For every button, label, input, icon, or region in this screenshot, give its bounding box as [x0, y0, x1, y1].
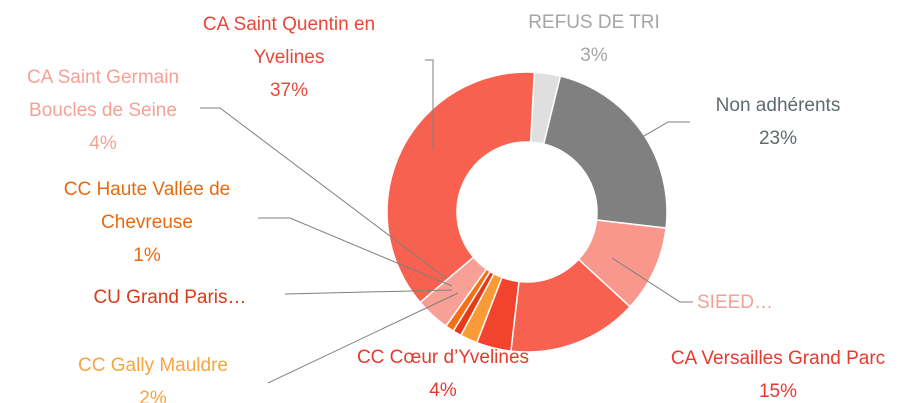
leader-line	[267, 292, 459, 384]
category-name: CU Grand Paris…	[93, 287, 247, 308]
leader-line	[284, 289, 453, 295]
leader-line	[425, 59, 434, 150]
donut-segment	[386, 71, 536, 304]
slice-label: CC Haute Vallée de Chevreuse 1%	[47, 173, 247, 272]
donut-segment	[542, 75, 668, 229]
category-name: Non adhérents	[715, 95, 841, 116]
slice-label: CU Grand Paris…	[0, 281, 370, 314]
value-label: 37%	[269, 80, 309, 101]
category-name: CA Versailles Grand Parc	[670, 348, 886, 369]
slice-label: CA Versailles Grand Parc 15%	[578, 342, 912, 403]
value-label: 15%	[758, 381, 798, 402]
category-name: CC Gally Mauldre	[78, 355, 228, 376]
value-label: 1%	[133, 245, 161, 266]
leader-line	[619, 121, 690, 151]
slice-label: CC Cœur d’Yvelines 4%	[243, 341, 643, 403]
value-label: 2%	[139, 388, 167, 403]
category-name: CC Cœur d’Yvelines	[356, 347, 530, 368]
category-name: CC Haute Vallée de Chevreuse	[63, 179, 231, 233]
value-label: 4%	[89, 133, 117, 154]
value-label: 3%	[580, 45, 608, 66]
value-label: 4%	[429, 380, 457, 401]
slice-label: CA Saint Germain Boucles de Seine 4%	[8, 61, 198, 160]
leader-line	[258, 217, 453, 287]
slice-label: CA Saint Quentin en Yvelines 37%	[189, 8, 389, 107]
leader-line	[611, 257, 693, 303]
slice-label: REFUS DE TRI 3%	[394, 6, 794, 72]
slice-label: SIEED…	[697, 286, 773, 319]
category-name: CA Saint Germain Boucles de Seine	[26, 67, 180, 121]
category-name: SIEED…	[697, 292, 774, 313]
value-label: 23%	[758, 128, 798, 149]
category-name: REFUS DE TRI	[528, 12, 660, 33]
slice-label: Non adhérents 23%	[578, 89, 912, 155]
leader-line	[200, 107, 448, 280]
slice-label: CC Gally Mauldre 2%	[0, 349, 353, 403]
category-name: CA Saint Quentin en Yvelines	[202, 14, 376, 68]
